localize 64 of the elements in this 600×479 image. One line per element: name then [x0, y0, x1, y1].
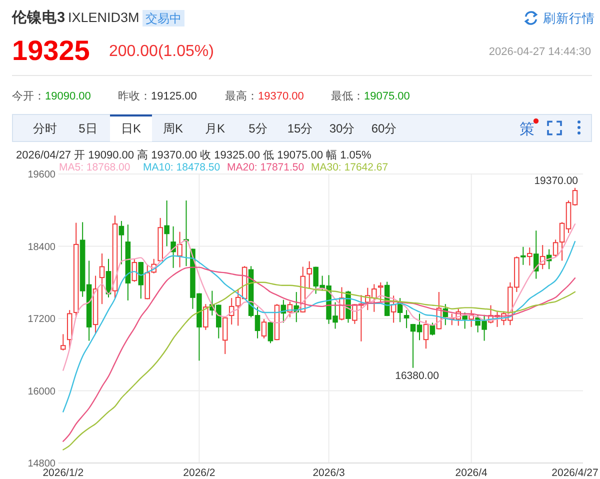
candlestick — [268, 322, 274, 344]
candlestick — [527, 246, 532, 266]
x-tick-label: 2026/1/2 — [42, 467, 84, 479]
y-tick-label: 19600 — [28, 170, 56, 180]
candlestick — [378, 282, 384, 303]
text: 交易中 — [146, 12, 182, 26]
text: 19090.00 — [45, 90, 91, 102]
x-tick-label: 2026/3 — [312, 467, 345, 479]
text: 200.00(1.05%) — [109, 43, 214, 60]
y-tick-label: 14800 — [28, 458, 56, 470]
line-series — [62, 223, 576, 371]
candlestick — [261, 318, 267, 339]
x-tick-label: 2026/2 — [183, 467, 216, 479]
text: 19125.00 — [151, 90, 197, 102]
text: 15分 — [287, 122, 313, 136]
text: 今开： — [12, 90, 45, 102]
y-tick-label: 18400 — [28, 242, 56, 253]
text: 分时 — [33, 122, 57, 136]
candlestick — [138, 261, 144, 300]
y-tick-label: 16000 — [28, 386, 56, 398]
candlestick — [164, 200, 170, 247]
text: 昨收： — [118, 90, 151, 102]
text: MA20: 17871.50 — [227, 162, 304, 174]
candlestick — [430, 322, 436, 336]
chart-title: 伦镍电3 — [11, 9, 66, 26]
text: 刷新行情 — [543, 12, 595, 26]
candlestick — [99, 252, 105, 305]
text: 19370.00 — [258, 90, 304, 102]
candlestick — [60, 334, 66, 351]
text: 2026-04-27 14:44:30 — [488, 46, 591, 58]
text: 5分 — [248, 122, 268, 136]
text: 日K — [120, 122, 142, 136]
chart-subtitle: IXLENID3M — [68, 10, 140, 25]
line-series — [62, 240, 576, 412]
annotation: 19370.00 — [534, 174, 578, 187]
text: 月K — [204, 122, 226, 136]
candlestick — [533, 230, 539, 280]
x-tick-label: 2026/4/27 — [552, 467, 599, 479]
candlestick — [222, 316, 228, 355]
text: 19075.00 — [364, 90, 410, 102]
text: 周K — [162, 122, 184, 136]
candlestick — [520, 246, 526, 266]
text: 5日 — [78, 122, 98, 136]
text: 19325 — [12, 35, 90, 66]
y-tick-label: 17200 — [28, 314, 56, 325]
candlestick — [177, 231, 182, 268]
candlestick — [423, 320, 429, 350]
candlestick — [462, 312, 468, 330]
candlestick — [170, 226, 176, 268]
text: 60分 — [371, 122, 397, 136]
candlestick — [203, 304, 208, 330]
text: 策 — [520, 121, 534, 138]
x-tick-label: 2026/4 — [455, 467, 488, 479]
text: MA10: 18478.50 — [143, 162, 220, 174]
candlestick — [404, 310, 410, 329]
text: MA5: 18768.00 — [59, 162, 130, 174]
annotation: 16380.00 — [395, 370, 440, 382]
text: 最低： — [331, 90, 364, 102]
text: MA30: 17642.67 — [311, 162, 388, 174]
text: 2026/04/27 开 19090.00 高 19370.00 收 19325.00 低 19075.00 幅 1.05% — [16, 148, 372, 162]
candlestick — [306, 260, 312, 290]
text: 30分 — [329, 122, 355, 136]
text: 最高： — [225, 90, 258, 102]
candlestick — [118, 220, 124, 265]
